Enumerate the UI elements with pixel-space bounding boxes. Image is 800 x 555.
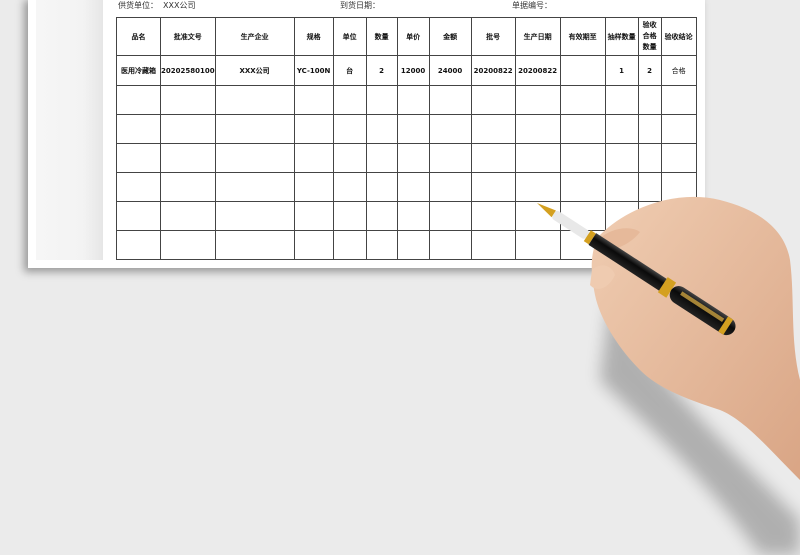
table-cell[interactable] (214, 201, 295, 231)
column-header: 验收结论 (660, 17, 697, 56)
table-cell[interactable] (116, 85, 161, 115)
table-cell[interactable]: 台 (332, 55, 367, 86)
table-cell[interactable]: 2 (637, 55, 662, 86)
column-header: 生产日期 (514, 17, 561, 56)
table-row (116, 114, 697, 144)
arrival-date-label: 到货日期： (340, 1, 380, 10)
table-cell[interactable] (365, 143, 398, 173)
table-cell[interactable] (332, 230, 367, 260)
table-cell[interactable] (396, 230, 430, 260)
table-cell[interactable] (396, 172, 430, 202)
supplier-label: 供货单位： (118, 1, 158, 10)
table-cell[interactable] (637, 172, 662, 202)
table-cell[interactable] (660, 85, 697, 115)
table-cell[interactable] (116, 172, 161, 202)
column-header: 单价 (396, 17, 430, 56)
header-row: 品名 批准文号 生产企业 规格 单位 数量 单价 金额 批号 生产日期 有效期至 抽样数量 验收 合格 数量… (116, 17, 697, 56)
supplier-value: XXX公司 (163, 1, 196, 10)
table-cell[interactable] (116, 114, 161, 144)
table-cell[interactable]: 20200822 (514, 55, 561, 86)
table-cell[interactable] (514, 114, 561, 144)
fountain-pen (537, 203, 736, 336)
table-cell[interactable] (514, 201, 561, 231)
table-cell[interactable] (396, 201, 430, 231)
table-cell[interactable]: 20200822 (470, 55, 516, 86)
column-header: 有效期至 (559, 17, 606, 56)
table-cell[interactable] (514, 230, 561, 260)
table-cell[interactable]: 24000 (428, 55, 472, 86)
column-header: 批号 (470, 17, 516, 56)
table-cell[interactable] (293, 114, 334, 144)
table-cell[interactable] (160, 114, 216, 144)
side-panel (36, 0, 103, 260)
table-cell[interactable] (396, 143, 430, 173)
table-cell[interactable] (470, 201, 516, 231)
table-cell[interactable]: 医用冷藏箱 (116, 55, 161, 86)
table-cell[interactable]: 20202580100 (160, 55, 216, 86)
table-cell[interactable] (116, 230, 161, 260)
table-cell[interactable] (428, 230, 472, 260)
table-cell[interactable] (428, 114, 472, 144)
column-header: 品名 (116, 17, 161, 56)
table-cell[interactable] (604, 114, 639, 144)
table-row (116, 143, 697, 173)
table-cell[interactable] (470, 143, 516, 173)
table-cell[interactable] (293, 230, 334, 260)
table-cell[interactable] (365, 230, 398, 260)
table-cell[interactable] (660, 143, 697, 173)
table-row (116, 172, 697, 202)
column-header: 单位 (332, 17, 367, 56)
table-cell[interactable] (160, 201, 216, 231)
table-cell[interactable] (470, 230, 516, 260)
table-cell[interactable] (293, 85, 334, 115)
table-cell[interactable] (365, 201, 398, 231)
table-cell[interactable] (514, 172, 561, 202)
table-cell[interactable] (637, 114, 662, 144)
document-no-label: 单据编号： (512, 1, 552, 10)
table-cell[interactable] (332, 172, 367, 202)
table-cell[interactable] (559, 55, 606, 86)
table-cell[interactable] (160, 230, 216, 260)
acceptance-table: 品名 批准文号 生产企业 规格 单位 数量 单价 金额 批号 生产日期 有效期至 抽样数量 验收 合格 数量… (116, 17, 697, 260)
